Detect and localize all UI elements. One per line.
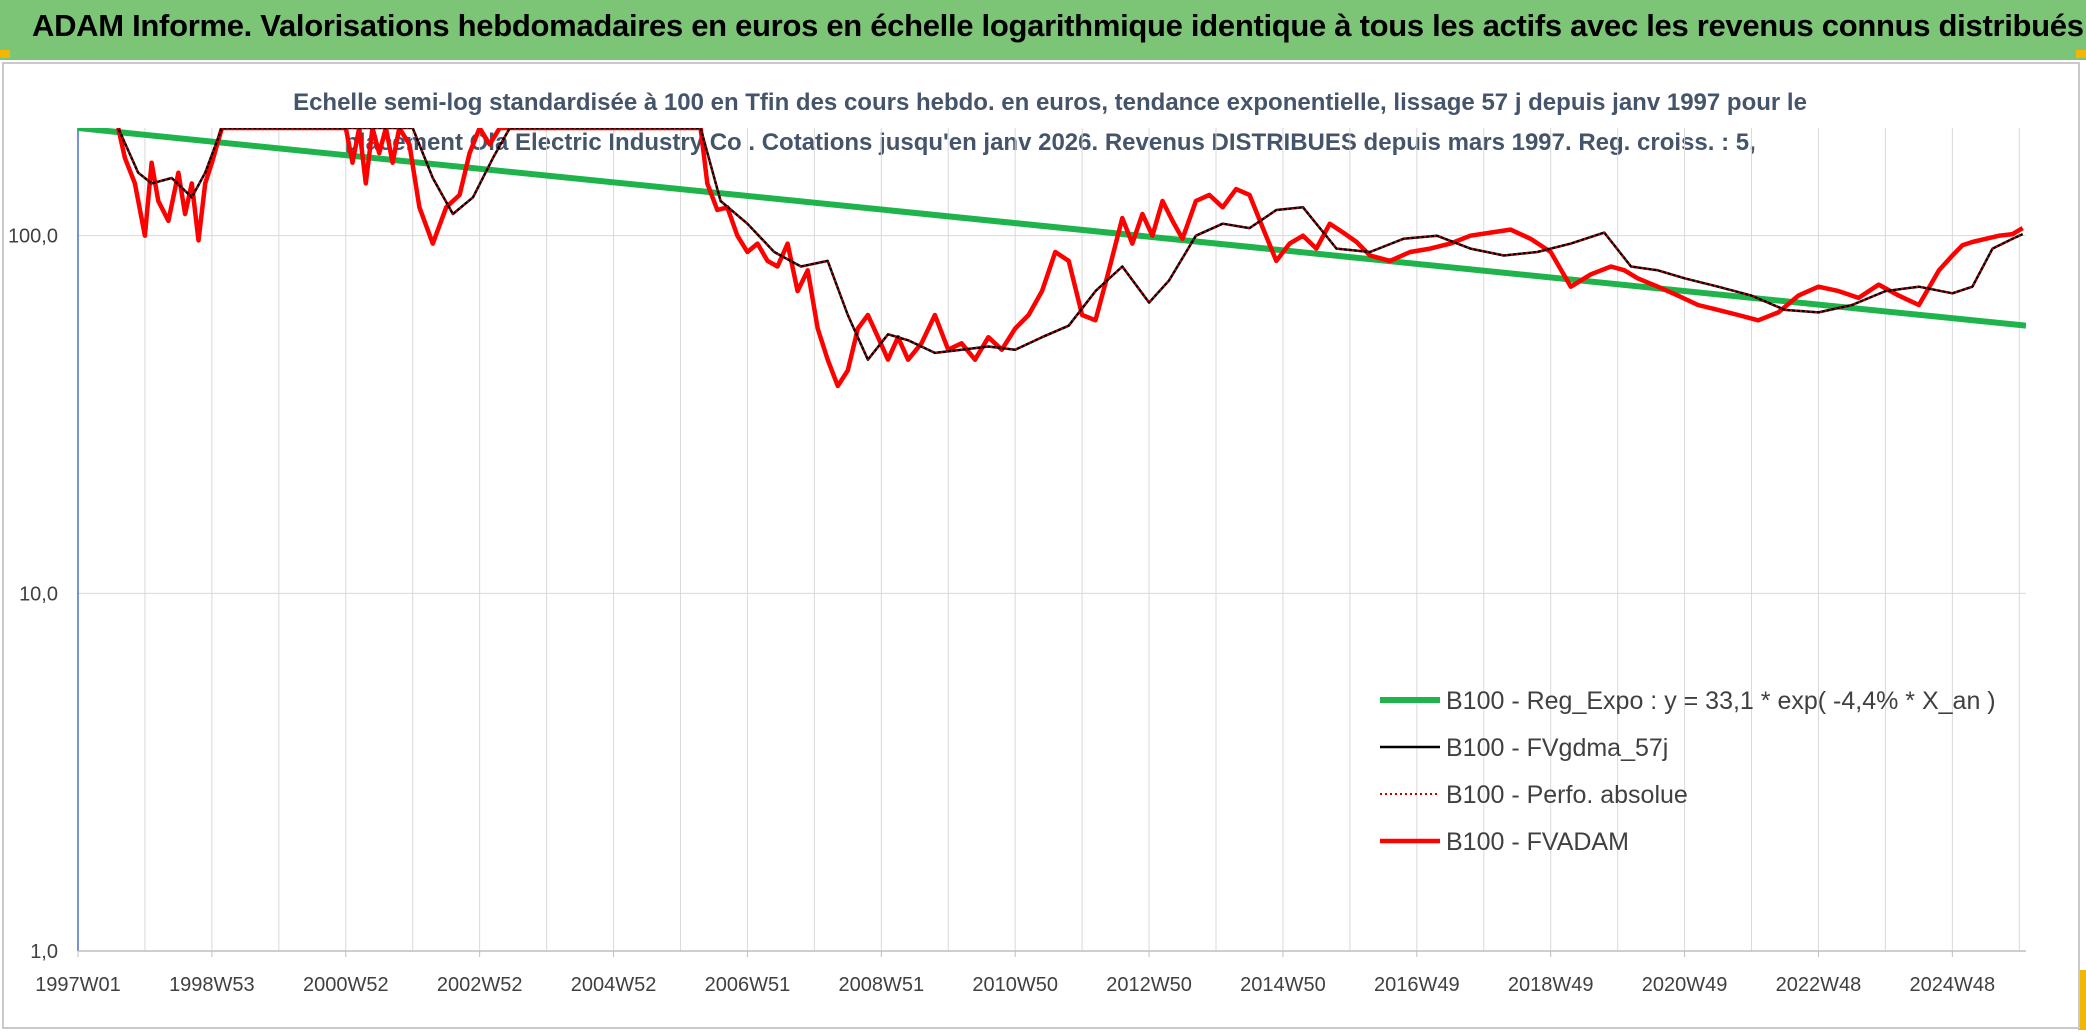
x-tick-label: 2024W48	[1910, 974, 1996, 996]
x-tick-label: 1998W53	[169, 974, 255, 996]
x-tick-label: 2016W49	[1374, 974, 1460, 996]
x-tick-label: 2004W52	[571, 974, 657, 996]
chart-series	[78, 128, 2026, 389]
y-tick-label: 10,0	[19, 583, 58, 605]
y-tick-label: 100,0	[8, 226, 58, 248]
header-bar: ADAM Informe. Valorisations hebdomadaire…	[0, 0, 2086, 60]
x-tick-label: 2006W51	[705, 974, 791, 996]
x-tick-label: 2002W52	[437, 974, 523, 996]
x-tick-label: 1997W01	[35, 974, 121, 996]
chart-legend: B100 - Reg_Expo : y = 33,1 * exp( -4,4% …	[1380, 687, 1996, 856]
legend-label-fvgdma: B100 - FVgdma_57j	[1446, 734, 1668, 762]
x-tick-label: 2000W52	[303, 974, 389, 996]
legend-label-reg: B100 - Reg_Expo : y = 33,1 * exp( -4,4% …	[1446, 687, 1996, 715]
series-line-reg	[78, 128, 2026, 329]
header-title: ADAM Informe. Valorisations hebdomadaire…	[32, 8, 2084, 43]
corner-accent-left	[0, 50, 10, 58]
x-tick-label: 2014W50	[1240, 974, 1326, 996]
x-tick-label: 2008W51	[838, 974, 924, 996]
chart-title-line1: Echelle semi-log standardisée à 100 en T…	[293, 89, 1807, 116]
corner-accent-bottom-right	[2078, 970, 2086, 1030]
legend-label-fvadam: B100 - FVADAM	[1446, 828, 1629, 856]
x-tick-label: 2018W49	[1508, 974, 1594, 996]
chart-ticks: 1,0 10,0 100,0 1997W01 1998W53 2000W52 2002W52…	[8, 226, 1995, 996]
x-tick-label: 2022W48	[1776, 974, 1862, 996]
legend-label-perfo: B100 - Perfo. absolue	[1446, 781, 1688, 809]
y-tick-label: 1,0	[30, 941, 58, 963]
chart-frame	[2, 62, 2080, 1029]
x-tick-label: 2020W49	[1642, 974, 1728, 996]
x-tick-label: 2010W50	[972, 974, 1058, 996]
series-line-perfo	[117, 128, 2024, 361]
x-tick-label: 2012W50	[1106, 974, 1192, 996]
corner-accent-right	[2076, 50, 2086, 58]
chart-title-line2: placement Ola Electric Industry Co . Cot…	[344, 129, 1756, 156]
series-line-fvadam	[116, 128, 2024, 389]
chart-grid	[78, 128, 2026, 952]
chart-axes	[77, 128, 2026, 952]
